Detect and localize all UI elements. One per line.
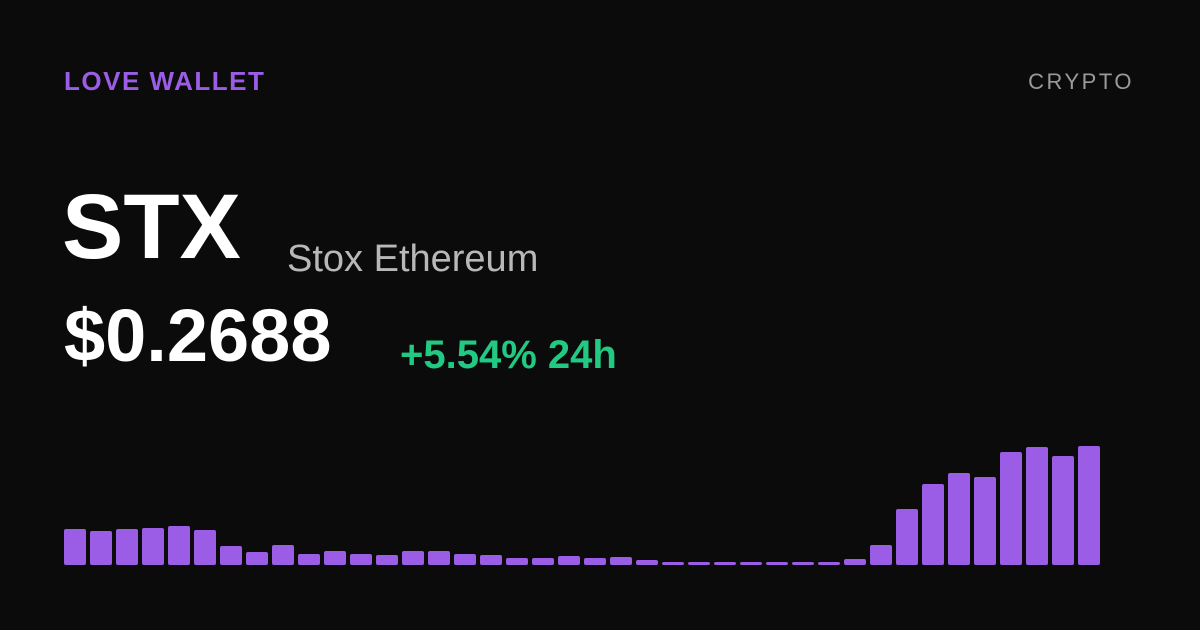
- bar: [948, 473, 970, 565]
- bar: [1078, 446, 1100, 565]
- bar: [844, 559, 866, 565]
- brand: LOVE WALLET: [64, 66, 265, 96]
- bar: [324, 551, 346, 565]
- bar: [740, 562, 762, 565]
- bar: [792, 562, 814, 565]
- bar: [662, 562, 684, 565]
- bar: [922, 484, 944, 565]
- bar: [194, 530, 216, 565]
- bar: [376, 555, 398, 565]
- bar: [714, 562, 736, 565]
- bar: [1052, 456, 1074, 565]
- bar: [532, 558, 554, 565]
- bar: [480, 555, 502, 565]
- bar: [896, 509, 918, 565]
- bar: [506, 558, 528, 565]
- bar: [766, 562, 788, 565]
- category: CRYPTO: [1028, 69, 1134, 94]
- bar: [116, 529, 138, 565]
- bar: [688, 562, 710, 565]
- bar: [1000, 452, 1022, 565]
- bar: [818, 562, 840, 565]
- bar: [272, 545, 294, 565]
- bar: [350, 554, 372, 565]
- symbol: STX: [62, 176, 241, 278]
- bar: [298, 554, 320, 565]
- bar: [246, 552, 268, 565]
- price-change: +5.54% 24h: [400, 333, 617, 377]
- bar: [584, 558, 606, 565]
- bar: [402, 551, 424, 565]
- bar: [610, 557, 632, 565]
- coin-name: Stox Ethereum: [287, 238, 538, 280]
- bar: [428, 551, 450, 565]
- bar: [220, 546, 242, 565]
- bar: [636, 560, 658, 565]
- bar: [90, 531, 112, 565]
- bar: [64, 529, 86, 565]
- bar: [168, 526, 190, 565]
- bar: [454, 554, 476, 565]
- bar: [142, 528, 164, 565]
- bar: [974, 477, 996, 565]
- price: $0.2688: [64, 294, 332, 377]
- bar: [870, 545, 892, 565]
- bar: [558, 556, 580, 565]
- bar: [1026, 447, 1048, 565]
